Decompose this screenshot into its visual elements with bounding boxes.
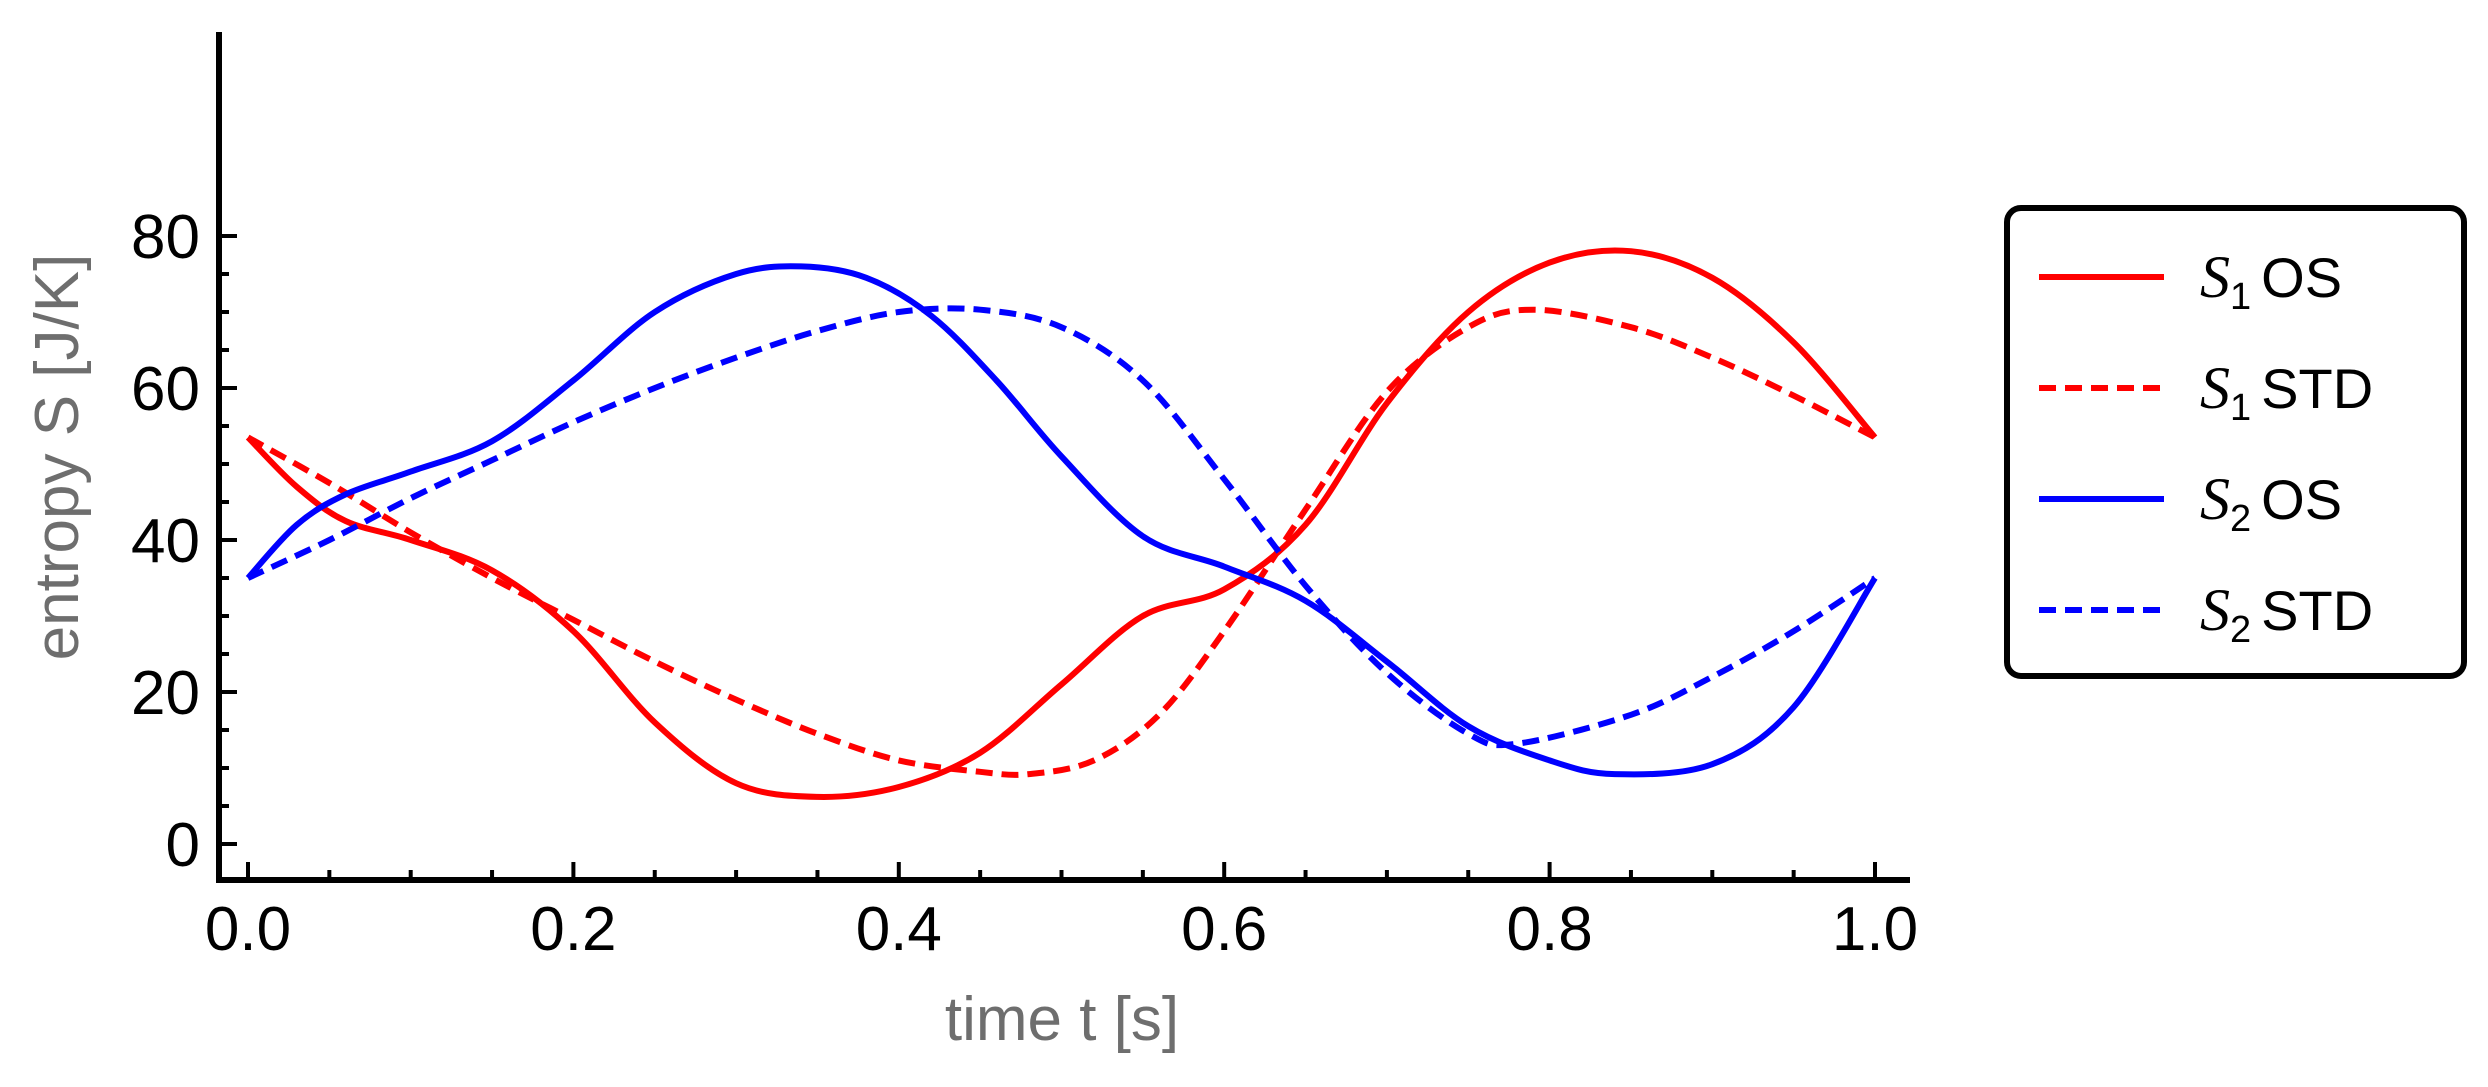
- y-tick-label: 80: [131, 203, 200, 272]
- x-tick-label: 0.4: [856, 895, 942, 964]
- y-tick-label: 20: [131, 659, 200, 728]
- axes: 0.0 0.2 0.4 0.6 0.8 1.0 0 20 40 60 80: [131, 32, 1918, 964]
- series-line-3: [245, 263, 1878, 778]
- series-line-2: [246, 306, 1877, 778]
- y-tick-label: 0: [166, 811, 200, 880]
- x-tick-label: 1.0: [1832, 895, 1918, 964]
- legend: S1 OS S1 STD S2 OS S2 STD: [2004, 205, 2467, 679]
- y-axis-label: entropy S [J/K]: [23, 254, 92, 661]
- y-tick-label: 40: [131, 507, 200, 576]
- legend-entry: S1 STD: [2200, 355, 2373, 429]
- x-axis-label: time t [s]: [945, 985, 1179, 1054]
- x-tick-label: 0.8: [1506, 895, 1592, 964]
- x-tick-label: 0.0: [205, 895, 291, 964]
- x-tick-label: 0.6: [1181, 895, 1267, 964]
- y-tick-label: 60: [131, 355, 200, 424]
- series-line-1: [245, 247, 1878, 800]
- legend-entry: S2 STD: [2200, 577, 2373, 651]
- legend-entry: S2 OS: [2200, 466, 2342, 540]
- legend-entry: S1 OS: [2200, 244, 2342, 318]
- plot-lines: [245, 247, 1878, 800]
- x-tick-label: 0.2: [530, 895, 616, 964]
- legend-box: [2004, 205, 2467, 679]
- series-line-4: [246, 305, 1877, 749]
